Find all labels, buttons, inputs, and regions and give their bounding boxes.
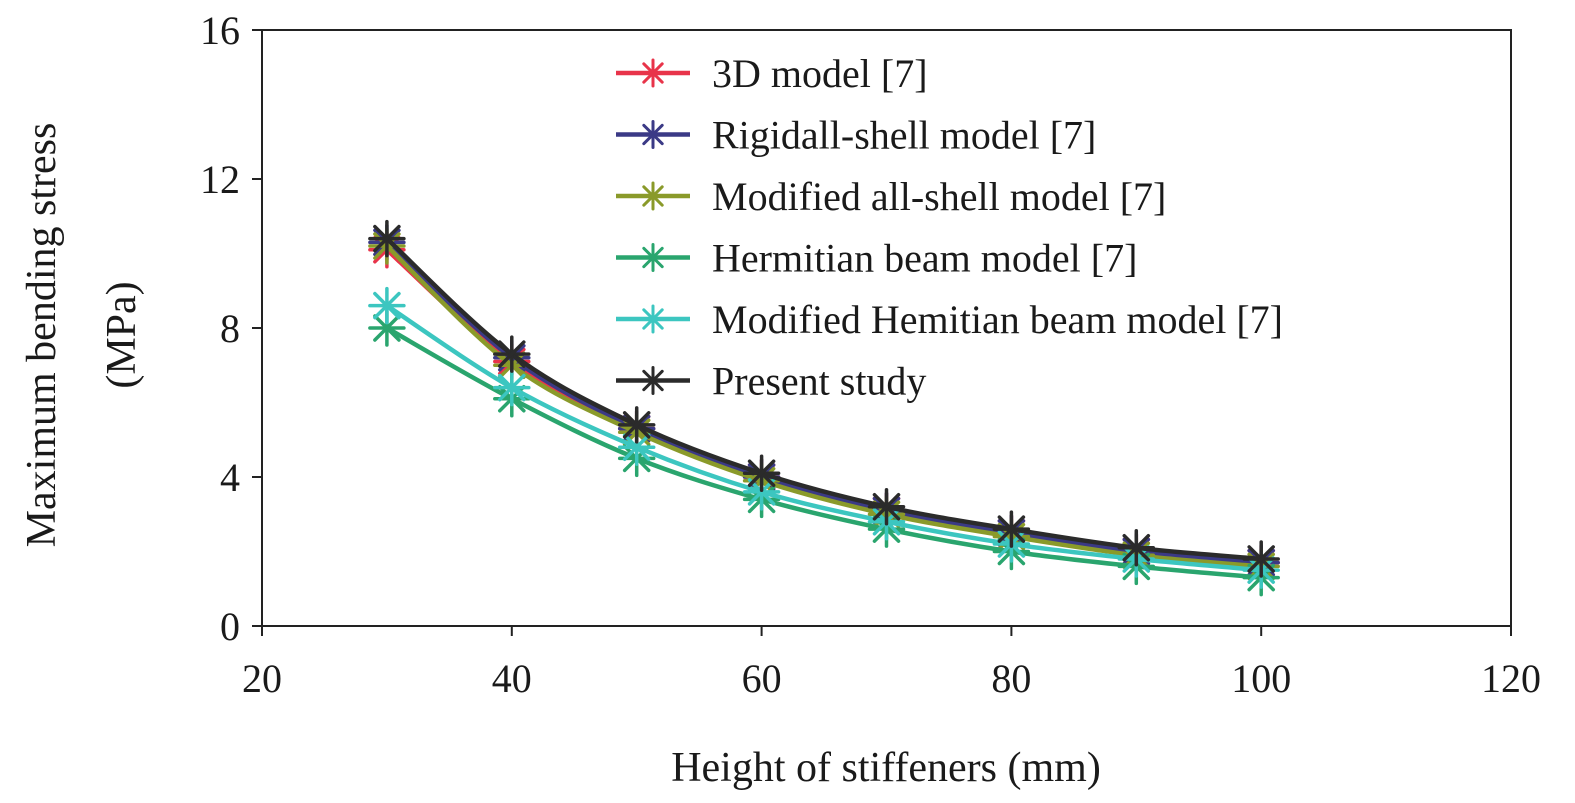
- y-tick-label: 12: [200, 157, 240, 202]
- legend-label: Modified all-shell model [7]: [712, 174, 1166, 219]
- data-point-marker: [617, 406, 656, 444]
- legend-swatch-marker: [638, 58, 668, 88]
- data-point-marker: [368, 219, 406, 258]
- x-axis: 20 40 60 80 100 120: [242, 626, 1541, 701]
- legend-label: Hermitian beam model [7]: [712, 236, 1137, 281]
- y-axis-title-line-2: (MPa): [99, 281, 145, 388]
- x-tick-label: 80: [991, 656, 1031, 701]
- y-axis-title: Maximum bending stress (MPa): [19, 123, 145, 548]
- y-tick-label: 0: [220, 604, 240, 649]
- data-point-marker: [1242, 540, 1280, 578]
- legend-swatch-marker: [638, 181, 668, 211]
- y-tick-label: 16: [200, 8, 240, 53]
- legend-swatch-marker: [638, 366, 668, 395]
- x-tick-label: 60: [742, 656, 782, 701]
- legend-item-5: Modified Hemitian beam model [7]: [616, 297, 1283, 342]
- data-point-marker: [867, 488, 906, 526]
- x-tick-label: 40: [492, 656, 532, 701]
- series-line: [385, 303, 1262, 573]
- legend-item-3: Modified all-shell model [7]: [616, 174, 1166, 219]
- data-point-marker: [742, 454, 781, 493]
- legend-swatch-marker: [638, 304, 668, 334]
- legend-item-4: Hermitian beam model [7]: [616, 236, 1137, 281]
- data-point-marker: [617, 428, 656, 466]
- legend-label: 3D model [7]: [712, 51, 928, 96]
- legend-item-6: Present study: [616, 359, 926, 404]
- y-tick-label: 4: [220, 455, 240, 500]
- legend-label: Present study: [712, 359, 926, 404]
- data-point-marker: [992, 510, 1031, 548]
- legend-item-1: 3D model [7]: [616, 51, 928, 96]
- x-tick-label: 20: [242, 656, 282, 701]
- legend-label: Rigidall-shell model [7]: [712, 113, 1096, 158]
- y-axis-title-line-1: Maximum bending stress: [19, 123, 65, 548]
- data-point-marker: [368, 286, 406, 325]
- legend-swatch-marker: [638, 243, 668, 272]
- legend-label: Modified Hemitian beam model [7]: [712, 297, 1283, 342]
- data-point-marker: [493, 368, 531, 407]
- y-tick-label: 8: [220, 306, 240, 351]
- series-6: [368, 219, 1280, 578]
- y-axis: 0 4 8 12 16: [200, 8, 262, 649]
- x-tick-label: 120: [1481, 656, 1541, 701]
- x-tick-label: 100: [1231, 656, 1291, 701]
- series-group: [368, 219, 1280, 597]
- data-point-marker: [493, 335, 531, 373]
- legend-swatch-marker: [638, 120, 668, 149]
- legend-item-2: Rigidall-shell model [7]: [616, 113, 1096, 158]
- data-point-marker: [1117, 529, 1156, 567]
- x-axis-title: Height of stiffeners (mm): [671, 745, 1101, 791]
- legend: 3D model [7] Rigidall-shell model [7] Modi…: [616, 51, 1283, 404]
